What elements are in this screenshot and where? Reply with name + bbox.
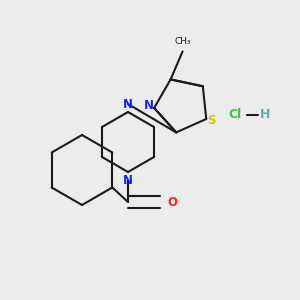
Text: N: N <box>123 98 133 110</box>
Text: S: S <box>207 115 215 128</box>
Text: CH₃: CH₃ <box>174 37 191 46</box>
Text: N: N <box>144 99 154 112</box>
Text: Cl: Cl <box>228 109 242 122</box>
Text: N: N <box>123 173 133 187</box>
Text: O: O <box>167 196 177 208</box>
Text: H: H <box>260 109 270 122</box>
